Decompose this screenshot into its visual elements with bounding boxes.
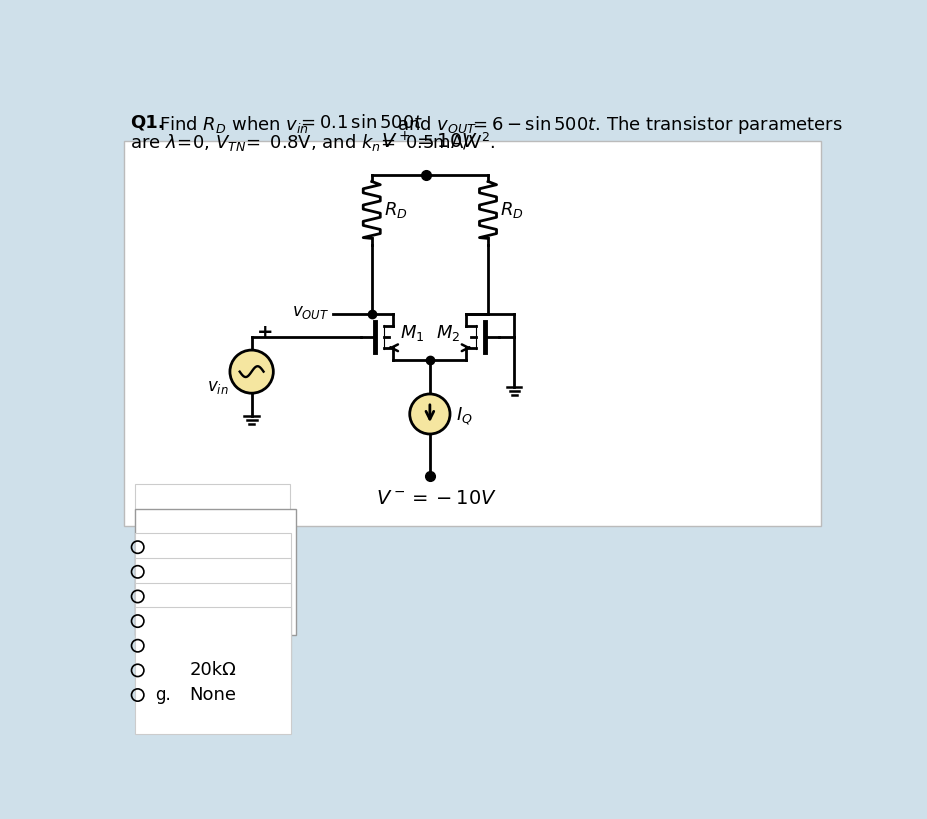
Text: $M_1$: $M_1$ bbox=[400, 324, 424, 343]
Text: $v_{in}$: $v_{in}$ bbox=[207, 378, 228, 396]
Text: 50kΩ: 50kΩ bbox=[189, 587, 236, 605]
Text: are $\lambda\!=\!0$, $V_{TN}\!=$ 0.8V, and $k_n\!=$ 0.5mA/V$^2$.: are $\lambda\!=\!0$, $V_{TN}\!=$ 0.8V, a… bbox=[130, 130, 495, 154]
Text: $R_D$: $R_D$ bbox=[384, 200, 407, 220]
Text: $v_{OUT}$: $v_{OUT}$ bbox=[291, 303, 329, 321]
Text: f.: f. bbox=[155, 662, 164, 680]
Text: 60kΩ: 60kΩ bbox=[189, 538, 236, 556]
Circle shape bbox=[410, 394, 450, 434]
Text: e.: e. bbox=[155, 636, 170, 654]
Circle shape bbox=[230, 350, 273, 393]
Text: 70kΩ: 70kΩ bbox=[189, 636, 236, 654]
Text: and $v_{OUT}$: and $v_{OUT}$ bbox=[397, 114, 476, 134]
Text: $V^+ = 10V$: $V^+ = 10V$ bbox=[381, 131, 478, 152]
Text: g.: g. bbox=[155, 686, 171, 704]
Text: $= 6 - \mathrm{sin}\,500t$. The transistor parameters: $= 6 - \mathrm{sin}\,500t$. The transist… bbox=[468, 114, 842, 136]
Text: b.: b. bbox=[155, 563, 171, 581]
Text: 10kΩ: 10kΩ bbox=[189, 563, 242, 581]
Text: d.: d. bbox=[155, 612, 171, 630]
Text: Find $R_D$ when $v_{in}$: Find $R_D$ when $v_{in}$ bbox=[159, 114, 309, 134]
Text: a.: a. bbox=[155, 538, 170, 556]
Text: $M_2$: $M_2$ bbox=[436, 324, 460, 343]
Text: c.: c. bbox=[155, 587, 169, 605]
Text: Q1.: Q1. bbox=[130, 114, 164, 132]
Text: $I_Q$: $I_Q$ bbox=[456, 405, 473, 427]
Text: $V^- = -10V$: $V^- = -10V$ bbox=[375, 490, 496, 509]
Text: $= 0.1\,\mathrm{sin}\,500t$: $= 0.1\,\mathrm{sin}\,500t$ bbox=[297, 114, 423, 132]
Text: $R_D$: $R_D$ bbox=[500, 200, 524, 220]
Text: 40kΩ: 40kΩ bbox=[189, 612, 236, 630]
FancyBboxPatch shape bbox=[123, 141, 820, 526]
Text: +: + bbox=[257, 324, 273, 342]
Text: None: None bbox=[189, 686, 236, 704]
Text: 20kΩ: 20kΩ bbox=[189, 662, 236, 680]
